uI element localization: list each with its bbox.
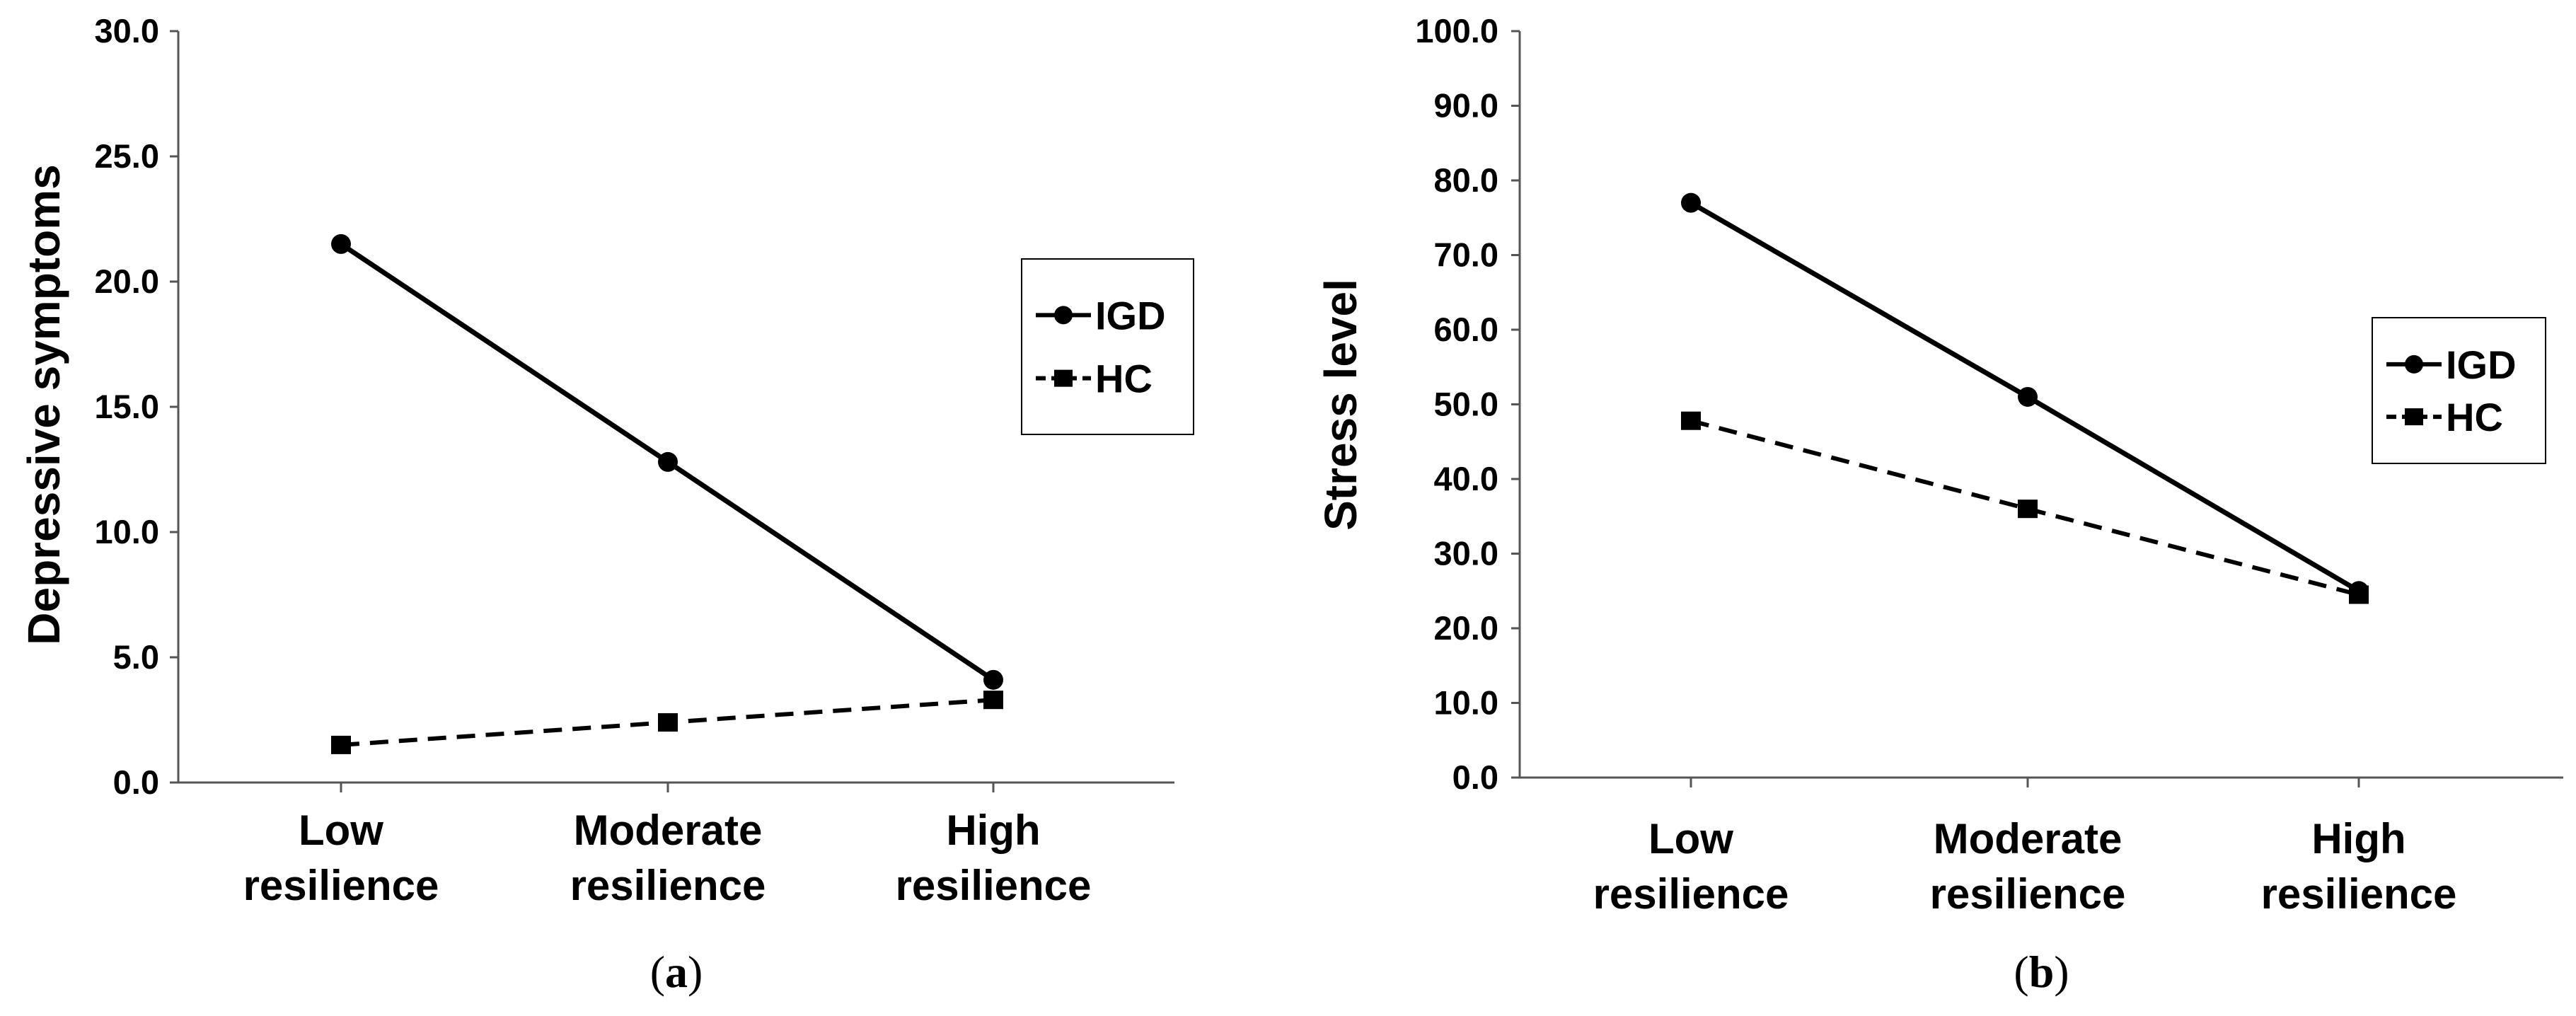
y-tick-label: 90.0: [1434, 87, 1498, 125]
legend: IGD HC: [2372, 317, 2546, 464]
panel-label-open: (: [2014, 947, 2028, 997]
y-tick-label: 25.0: [95, 137, 159, 175]
data-point-hc: [983, 691, 1003, 710]
data-point-igd: [331, 233, 351, 254]
x-tick-label: Moderate: [1934, 815, 2122, 862]
legend-box: [2372, 317, 2546, 464]
x-tick-label: Low: [1648, 815, 1733, 862]
y-axis-label: Stress level: [1315, 279, 1366, 531]
y-tick-label: 10.0: [95, 513, 159, 550]
x-tick-label: resilience: [2261, 870, 2457, 918]
legend-label-igd: IGD: [1095, 293, 1166, 337]
y-tick-label: 0.0: [1452, 758, 1498, 796]
y-tick-label: 50.0: [1434, 386, 1498, 423]
chart-panel-a: 0.0 5.0 10.0 15.0 20.0 25.0 30.0 Depressive sym…: [18, 12, 1194, 997]
panel-label-close: ): [688, 947, 703, 997]
y-tick-label: 100.0: [1415, 12, 1498, 50]
y-tick-label: 70.0: [1434, 236, 1498, 274]
data-point-hc: [658, 713, 678, 732]
y-tick-label: 5.0: [113, 638, 159, 676]
y-tick-label: 20.0: [95, 262, 159, 300]
x-tick-label: resilience: [570, 862, 766, 909]
data-point-hc: [1681, 411, 1701, 430]
legend-label-hc: HC: [1095, 357, 1153, 401]
legend-marker-hc: [1054, 369, 1073, 387]
legend-marker-hc: [2405, 408, 2423, 426]
panel-label: (a): [650, 947, 703, 997]
y-tick-label: 20.0: [1434, 609, 1498, 647]
panel-label-letter: b: [2029, 947, 2055, 997]
legend-box: [1021, 258, 1194, 435]
x-tick-label: resilience: [243, 862, 439, 909]
x-tick-label: High: [946, 807, 1040, 854]
y-tick-label: 80.0: [1434, 161, 1498, 199]
y-tick-label: 15.0: [95, 388, 159, 425]
y-tick-label: 60.0: [1434, 311, 1498, 348]
legend-marker-igd: [2405, 354, 2423, 374]
y-tick-label: 0.0: [113, 763, 159, 801]
x-tick-label: High: [2311, 815, 2405, 862]
data-point-hc: [2018, 500, 2038, 519]
data-point-igd: [658, 451, 678, 472]
y-tick-label: 30.0: [95, 12, 159, 50]
legend-marker-igd: [1054, 306, 1073, 325]
data-point-igd: [1681, 192, 1701, 213]
data-point-igd: [2018, 386, 2038, 407]
x-tick-label: resilience: [896, 862, 1092, 909]
legend-label-igd: IGD: [2446, 342, 2517, 387]
x-tick-label: resilience: [1930, 870, 2126, 918]
y-tick-label: 40.0: [1434, 460, 1498, 497]
chart-panel-b: 0.0 10.0 20.0 30.0 40.0 50.0 60.0 70.0 80.0 90.0 1…: [1315, 12, 2563, 997]
data-point-igd: [983, 669, 1003, 690]
x-tick-label: resilience: [1593, 870, 1789, 918]
panel-label-close: ): [2054, 947, 2069, 997]
y-axis-label: Depressive symptoms: [18, 164, 69, 645]
legend: IGD HC: [1021, 258, 1194, 435]
y-tick-label: 10.0: [1434, 684, 1498, 722]
data-point-hc: [2349, 585, 2369, 604]
legend-label-hc: HC: [2446, 395, 2503, 439]
panel-label-letter: a: [665, 947, 688, 997]
panel-label-open: (: [650, 947, 665, 997]
y-tick-label: 30.0: [1434, 535, 1498, 572]
x-tick-label: Low: [299, 807, 383, 854]
x-tick-label: Moderate: [574, 807, 763, 854]
panel-label: (b): [2014, 947, 2069, 997]
data-point-hc: [331, 735, 351, 754]
